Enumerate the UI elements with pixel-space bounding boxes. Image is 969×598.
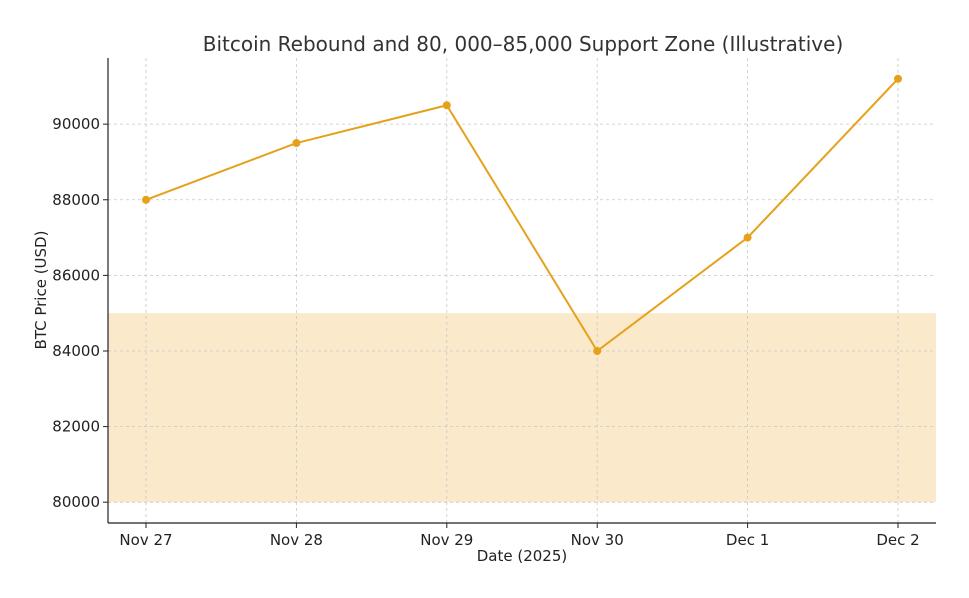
x-tick-label: Nov 29 xyxy=(420,531,473,549)
y-tick-label: 80000 xyxy=(52,493,100,511)
x-tick-label: Dec 1 xyxy=(726,531,769,549)
support-zone-layer xyxy=(108,313,936,503)
x-tick-label: Nov 30 xyxy=(571,531,624,549)
x-tick-label: Dec 2 xyxy=(876,531,919,549)
price-point xyxy=(593,346,602,355)
price-point xyxy=(292,139,301,148)
chart-title: Bitcoin Rebound and 80, 000–85,000 Suppo… xyxy=(203,32,844,56)
series-layer xyxy=(142,74,902,355)
x-tick-label: Nov 28 xyxy=(270,531,323,549)
x-tick-label: Nov 27 xyxy=(119,531,172,549)
x-axis-label: Date (2025) xyxy=(477,547,568,565)
price-line xyxy=(145,78,899,352)
price-point xyxy=(442,101,451,110)
y-tick-label: 82000 xyxy=(52,418,100,436)
price-point xyxy=(894,74,902,83)
y-tick-label: 86000 xyxy=(52,266,100,284)
support-zone-band xyxy=(108,313,936,503)
axes-layer: Nov 27 Nov 28 Nov 29 Nov 30 Dec 1 Dec 2 80000 8… xyxy=(52,58,936,549)
y-axis-label: BTC Price (USD) xyxy=(32,231,50,350)
y-tick-label: 84000 xyxy=(52,342,100,360)
price-point xyxy=(142,195,150,204)
grid-layer xyxy=(108,58,936,523)
price-point xyxy=(743,233,752,242)
y-tick-label: 88000 xyxy=(52,191,100,209)
y-tick-label: 90000 xyxy=(52,115,100,133)
